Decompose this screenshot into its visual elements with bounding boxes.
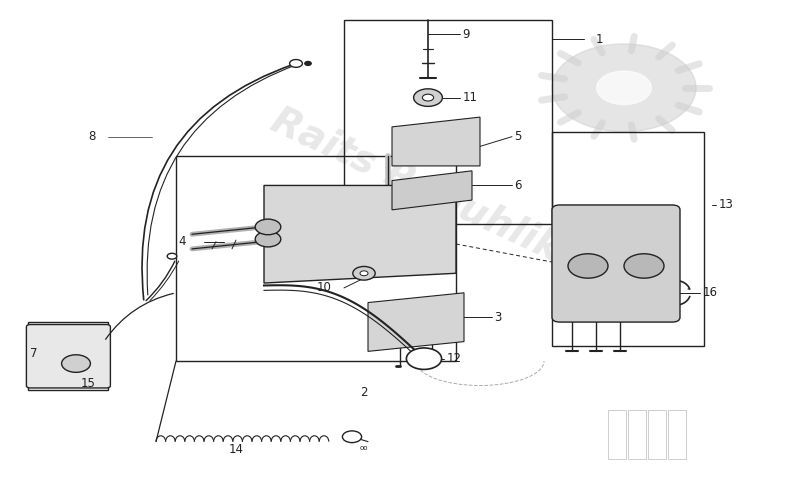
Circle shape bbox=[360, 271, 368, 276]
Text: Raits Repuhlik: Raits Repuhlik bbox=[266, 102, 566, 269]
Bar bbox=[608, 410, 626, 459]
Text: 1: 1 bbox=[596, 33, 603, 45]
Text: 14: 14 bbox=[229, 444, 243, 456]
Bar bbox=[628, 410, 646, 459]
Text: 7: 7 bbox=[30, 347, 38, 360]
Text: 16: 16 bbox=[702, 286, 718, 299]
Text: 12: 12 bbox=[446, 352, 462, 365]
Text: 2: 2 bbox=[360, 386, 368, 399]
Circle shape bbox=[406, 348, 442, 369]
Text: 6: 6 bbox=[514, 179, 522, 192]
Text: 8: 8 bbox=[88, 130, 96, 143]
Bar bbox=[176, 156, 456, 361]
Bar bbox=[28, 322, 108, 390]
Circle shape bbox=[290, 60, 302, 67]
Circle shape bbox=[568, 254, 608, 278]
Text: 4: 4 bbox=[178, 235, 186, 248]
Circle shape bbox=[353, 266, 375, 280]
Circle shape bbox=[552, 44, 696, 132]
Text: 15: 15 bbox=[81, 377, 95, 389]
Text: oo: oo bbox=[360, 445, 368, 451]
Polygon shape bbox=[392, 171, 472, 210]
Text: 5: 5 bbox=[514, 130, 522, 143]
Circle shape bbox=[255, 231, 281, 247]
Text: 13: 13 bbox=[718, 199, 734, 211]
Text: 10: 10 bbox=[317, 282, 332, 294]
Circle shape bbox=[342, 431, 362, 443]
Circle shape bbox=[422, 94, 434, 101]
Circle shape bbox=[305, 61, 311, 65]
Polygon shape bbox=[368, 293, 464, 351]
Text: 9: 9 bbox=[462, 28, 470, 41]
Polygon shape bbox=[264, 185, 456, 283]
Circle shape bbox=[167, 253, 177, 259]
Bar bbox=[648, 410, 666, 459]
FancyBboxPatch shape bbox=[26, 325, 110, 388]
Circle shape bbox=[414, 89, 442, 106]
Text: 11: 11 bbox=[462, 91, 478, 104]
Bar bbox=[344, 20, 552, 224]
Circle shape bbox=[255, 219, 281, 235]
Text: 3: 3 bbox=[494, 311, 502, 324]
Circle shape bbox=[597, 71, 651, 104]
Polygon shape bbox=[392, 117, 480, 166]
Circle shape bbox=[62, 355, 90, 372]
Bar bbox=[552, 132, 704, 346]
Bar bbox=[668, 410, 686, 459]
Circle shape bbox=[624, 254, 664, 278]
FancyBboxPatch shape bbox=[552, 205, 680, 322]
